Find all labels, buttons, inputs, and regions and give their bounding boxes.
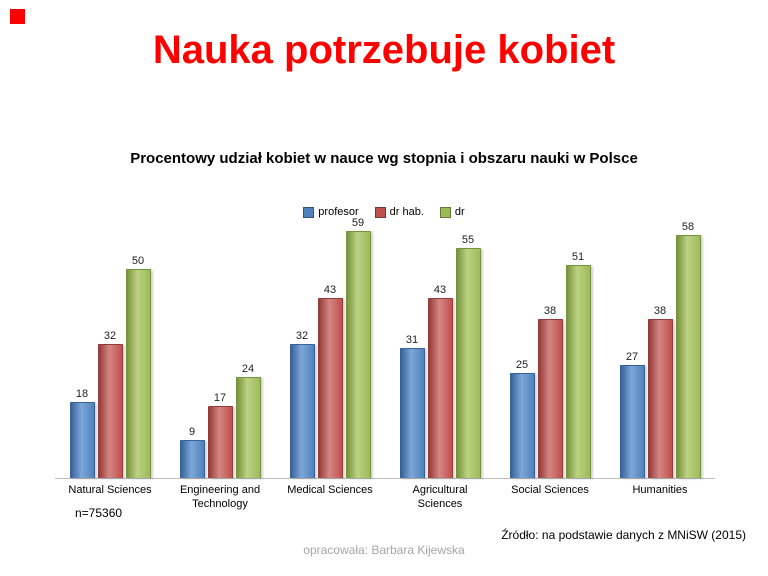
bar-dr (125, 268, 151, 478)
bar-wrap: 43 (427, 283, 453, 478)
bar-dr (455, 247, 481, 478)
bar-value-label: 9 (188, 425, 196, 438)
bar-profesor (289, 343, 315, 478)
slide-title: Nauka potrzebuje kobiet (152, 28, 616, 72)
category-label: Engineering and Technology (179, 484, 261, 511)
bar-value-label: 17 (213, 392, 227, 405)
bar-wrap: 24 (235, 363, 261, 478)
bar-profesor (179, 439, 205, 478)
bar-dr-hab- (427, 297, 453, 478)
legend-swatch (374, 206, 386, 218)
bar-value-label: 58 (681, 221, 695, 234)
bar-group: 9 17 24 (165, 228, 275, 478)
bar-wrap: 43 (317, 283, 343, 478)
chart-title: Procentowy udział kobiet w nauce wg stop… (130, 150, 638, 167)
bar-dr-hab- (647, 318, 673, 478)
bar-wrap: 55 (455, 233, 481, 478)
bar-value-label: 18 (75, 388, 89, 400)
bar-dr (235, 377, 261, 478)
author-credit: opracowała: Barbara Kijewska (303, 543, 465, 557)
category-label: Social Sciences (511, 484, 589, 496)
legend-swatch (303, 206, 315, 218)
legend-label: dr (454, 206, 465, 218)
bar-wrap: 50 (125, 254, 151, 478)
legend-label: profesor (318, 206, 359, 218)
category-label: Medical Sciences (287, 484, 373, 496)
chart-legend: profesor dr hab. dr (0, 206, 768, 218)
bar-wrap: 59 (345, 217, 371, 478)
bar-profesor (69, 402, 95, 478)
bar-wrap: 31 (399, 333, 425, 478)
bar-wrap: 38 (537, 304, 563, 478)
bar-value-label: 55 (461, 233, 475, 246)
bar-value-label: 25 (515, 358, 529, 371)
bar-value-label: 24 (241, 363, 255, 375)
bar-wrap: 38 (647, 304, 673, 478)
bar-value-label: 59 (351, 217, 365, 230)
category-label: Humanities (632, 484, 688, 496)
bar-value-label: 38 (653, 304, 667, 317)
bar-value-label: 43 (433, 283, 447, 296)
category-label: Natural Sciences (68, 484, 152, 496)
bar-wrap: 25 (509, 358, 535, 478)
bar-wrap: 9 (179, 425, 205, 478)
red-accent-square (10, 9, 25, 24)
bar-dr (345, 231, 371, 478)
bar-group: 27 38 58 (605, 221, 715, 478)
bar-group: 32 43 59 (275, 217, 385, 478)
bar-value-label: 50 (131, 254, 145, 267)
category-label: Agricultural Sciences (412, 484, 468, 511)
sample-size-label: n=75360 (75, 506, 123, 520)
bar-wrap: 32 (97, 329, 123, 478)
legend-swatch (439, 206, 451, 218)
bar-dr-hab- (97, 343, 123, 478)
category-axis: Natural Sciences Engineering and Technolo… (55, 483, 715, 512)
bar-dr-hab- (207, 406, 233, 478)
bar-dr (675, 235, 701, 478)
plot-area: 18 32 50 9 17 24 32 43 59 31 43 55 25 38 51 27 38 58 (55, 217, 715, 479)
bar-value-label: 38 (543, 304, 557, 317)
bar-value-label: 31 (405, 333, 419, 346)
legend-item-dr-hab-: dr hab. (374, 206, 424, 218)
bar-value-label: 51 (571, 250, 585, 263)
bar-value-label: 32 (103, 329, 117, 342)
bar-wrap: 58 (675, 221, 701, 478)
bar-dr (565, 264, 591, 478)
bar-wrap: 32 (289, 329, 315, 478)
bar-value-label: 27 (625, 350, 639, 363)
bar-group: 31 43 55 (385, 228, 495, 478)
bar-group: 25 38 51 (495, 228, 605, 478)
bar-value-label: 43 (323, 283, 337, 296)
bar-dr-hab- (317, 297, 343, 478)
bar-dr-hab- (537, 318, 563, 478)
legend-label: dr hab. (389, 206, 424, 218)
source-note: Źródło: na podstawie danych z MNiSW (201… (501, 528, 746, 542)
bar-wrap: 18 (69, 388, 95, 478)
bar-value-label: 32 (295, 329, 309, 342)
legend-item-dr: dr (439, 206, 465, 218)
bar-wrap: 27 (619, 350, 645, 478)
bar-profesor (619, 364, 645, 478)
bar-wrap: 17 (207, 392, 233, 478)
bar-group: 18 32 50 (55, 228, 165, 478)
legend-item-profesor: profesor (303, 206, 359, 218)
bar-wrap: 51 (565, 250, 591, 478)
bar-profesor (399, 347, 425, 478)
bar-profesor (509, 372, 535, 478)
